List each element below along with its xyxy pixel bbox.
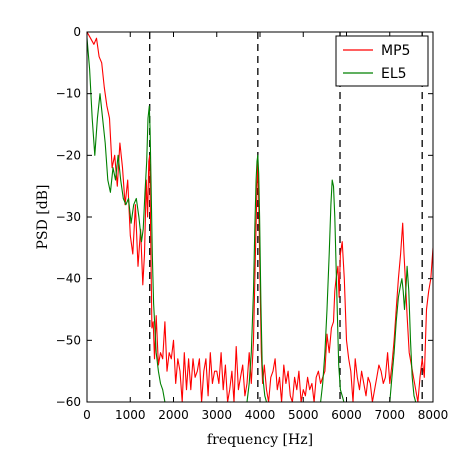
y-tick-label: −10 xyxy=(56,87,81,101)
x-tick-label: 6000 xyxy=(331,408,362,422)
legend: MP5 EL5 xyxy=(335,35,429,87)
y-tick-label: −50 xyxy=(56,333,81,347)
reference-lines xyxy=(149,32,423,402)
y-tick-label: 0 xyxy=(73,25,81,39)
x-tick-label: 3000 xyxy=(201,408,232,422)
y-axis: 0 −10 −20 −30 −40 −50 −60 xyxy=(56,25,433,409)
x-axis: 0 1000 2000 3000 4000 5000 6000 7000 8000 xyxy=(83,32,448,422)
legend-el5-label: EL5 xyxy=(381,66,407,82)
x-axis-label: frequency [Hz] xyxy=(207,432,313,448)
series-el5-line xyxy=(87,38,417,402)
x-tick-label: 7000 xyxy=(374,408,405,422)
y-tick-label: −40 xyxy=(56,272,81,286)
x-tick-label: 8000 xyxy=(418,408,449,422)
x-tick-label: 0 xyxy=(83,408,91,422)
legend-mp5-label: MP5 xyxy=(381,43,410,59)
x-tick-label: 5000 xyxy=(288,408,319,422)
series-layer xyxy=(87,32,433,402)
y-axis-label: PSD [dB] xyxy=(35,185,51,250)
x-tick-label: 4000 xyxy=(245,408,276,422)
x-tick-label: 2000 xyxy=(158,408,189,422)
y-tick-label: −20 xyxy=(56,148,81,162)
y-tick-label: −30 xyxy=(56,210,81,224)
legend-box xyxy=(335,35,429,87)
y-tick-label: −60 xyxy=(56,395,81,409)
x-tick-label: 1000 xyxy=(115,408,146,422)
